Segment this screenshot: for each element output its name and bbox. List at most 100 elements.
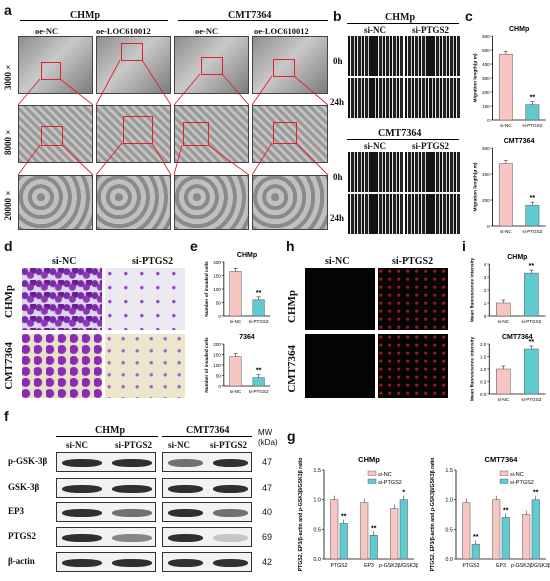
y-axis-label: Mean fluorescence intensity xyxy=(469,258,475,323)
protein-band xyxy=(213,459,248,467)
group-line xyxy=(20,20,168,21)
legend-label: si-NC xyxy=(378,472,392,478)
chart-title: 7364 xyxy=(239,334,255,341)
column-label: si-NC xyxy=(325,256,350,267)
wound-image xyxy=(348,194,403,234)
y-tick-label: 0.0 xyxy=(313,557,321,563)
y-tick-label: 400 xyxy=(482,62,490,67)
mw-value: 47 xyxy=(262,457,273,467)
protein-band xyxy=(62,559,102,567)
group-label-cmt7364: CMT7364 xyxy=(186,425,230,436)
em-image xyxy=(252,175,328,230)
y-tick-label: 1.5 xyxy=(445,468,453,474)
x-tick-label: PTGS2 xyxy=(462,563,479,569)
blot-strip xyxy=(162,502,252,522)
protein-band xyxy=(62,485,102,493)
time-label: 24h xyxy=(330,213,345,223)
y-axis-label: Migration length(μ m) xyxy=(473,162,479,211)
blot-strip xyxy=(56,527,156,547)
em-image xyxy=(18,175,93,230)
fluorescence-image xyxy=(305,334,375,398)
significance-marker: ** xyxy=(503,507,509,514)
column-label: si-PTGS2 xyxy=(392,256,434,267)
bar xyxy=(501,517,510,560)
bar xyxy=(496,368,511,395)
significance-marker: ** xyxy=(341,513,347,520)
row-label: CMT7364 xyxy=(286,345,298,393)
fluorescence-image xyxy=(378,334,448,398)
time-label: 0h xyxy=(333,172,343,182)
panel-label-f: f xyxy=(4,408,9,424)
blot-strip xyxy=(162,527,252,547)
significance-marker: ** xyxy=(256,368,262,375)
y-tick-label: 4 xyxy=(484,262,487,267)
bar xyxy=(229,271,242,317)
legend-label: si-PTGS2 xyxy=(510,480,534,486)
protein-band xyxy=(62,459,102,467)
y-tick-label: 0.0 xyxy=(480,392,487,397)
em-image xyxy=(174,36,249,94)
panel-label-i: i xyxy=(462,238,466,254)
mw-value: 47 xyxy=(262,483,273,493)
x-tick-label: si-NC xyxy=(498,397,510,402)
bar xyxy=(330,499,339,560)
y-axis-label: Number of invaded cells xyxy=(204,337,210,393)
x-tick-label: si-PTGS2 xyxy=(249,389,269,394)
y-tick-label: 100 xyxy=(213,287,221,292)
y-tick-label: 0 xyxy=(487,118,490,123)
bar xyxy=(339,523,348,560)
em-image xyxy=(252,105,328,163)
row-label: CMT7364 xyxy=(3,342,15,390)
x-tick-label: si-NC xyxy=(500,229,512,234)
protein-band xyxy=(168,459,203,467)
chart-title: CHMp xyxy=(509,26,529,33)
bar xyxy=(522,514,531,560)
y-tick-label: 1.5 xyxy=(480,355,487,360)
em-image xyxy=(96,105,171,163)
legend-swatch xyxy=(367,470,377,476)
bar xyxy=(524,272,539,317)
group-label-chmp: CHMp xyxy=(70,10,100,21)
x-tick-label: EP3 xyxy=(364,563,374,569)
protein-band xyxy=(62,509,102,517)
transwell-image xyxy=(105,334,185,398)
protein-band xyxy=(213,509,248,517)
wound-image xyxy=(348,152,403,192)
row-label: CHMp xyxy=(3,285,15,318)
legend-swatch xyxy=(367,478,377,484)
transwell-image xyxy=(22,334,102,398)
fluorescence-image xyxy=(305,268,375,330)
protein-band xyxy=(112,534,152,542)
y-tick-label: 1 xyxy=(484,301,487,306)
protein-band xyxy=(168,559,203,567)
chart-title: CHMp xyxy=(358,455,380,464)
protein-band xyxy=(62,534,102,542)
chart-c-chmp: CHMp 0 100 200 300 400 500 600 Migration length(… xyxy=(473,26,546,128)
group-line xyxy=(347,23,459,24)
column-label: si-PTGS2 xyxy=(132,256,174,267)
bar xyxy=(492,499,501,560)
protein-band xyxy=(112,459,152,467)
protein-band xyxy=(213,559,248,567)
column-label: si-PTGS2 xyxy=(210,440,248,450)
column-label: si-PTGS2 xyxy=(412,25,450,35)
bar xyxy=(390,508,399,560)
y-axis-label: Mean fluorescence intensity xyxy=(469,337,475,402)
chart-title: CMT7364 xyxy=(504,138,535,145)
chart-title: CMT7364 xyxy=(502,334,533,341)
y-axis-label: PTGS2, EP3/β-actin and p-GSK3β/GSK3β rat… xyxy=(298,458,304,572)
em-image xyxy=(18,36,93,94)
x-tick-label: si-NC xyxy=(230,319,242,324)
y-tick-label: 200 xyxy=(482,90,490,95)
y-tick-label: 1.0 xyxy=(480,367,487,372)
panel-label-c: c xyxy=(465,8,473,24)
significance-marker: ** xyxy=(256,290,262,297)
mw-value: 69 xyxy=(262,532,273,542)
x-tick-label: si-NC xyxy=(498,319,510,324)
wound-image xyxy=(348,78,403,118)
y-tick-label: 0 xyxy=(484,314,487,319)
em-image xyxy=(18,105,93,163)
y-tick-label: 200 xyxy=(213,260,221,265)
